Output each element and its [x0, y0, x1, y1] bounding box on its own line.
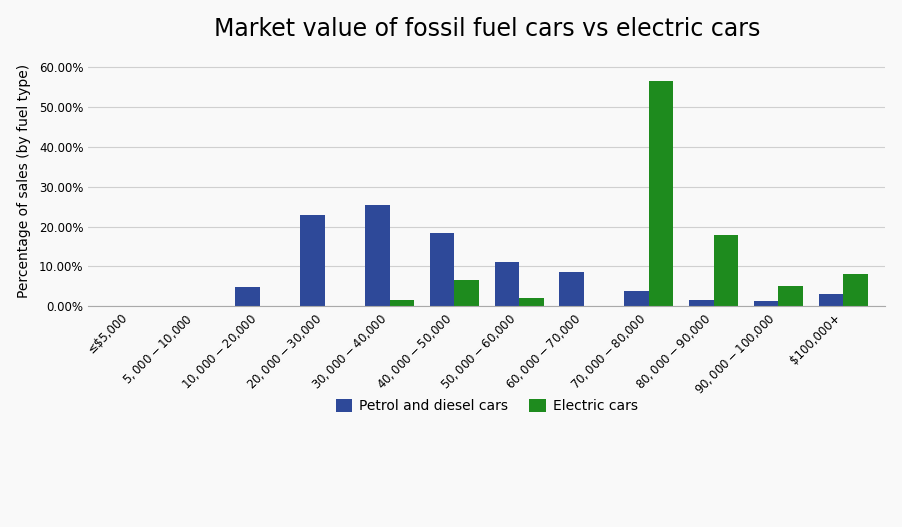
- Y-axis label: Percentage of sales (by fuel type): Percentage of sales (by fuel type): [16, 64, 31, 298]
- Bar: [713, 235, 738, 306]
- Bar: [235, 287, 260, 306]
- Bar: [365, 204, 390, 306]
- Bar: [430, 232, 455, 306]
- Bar: [300, 216, 325, 306]
- Bar: [559, 272, 584, 306]
- Bar: [520, 298, 544, 306]
- Bar: [649, 81, 674, 306]
- Bar: [819, 294, 843, 306]
- Bar: [455, 280, 479, 306]
- Bar: [689, 300, 713, 306]
- Bar: [754, 301, 778, 306]
- Bar: [390, 300, 414, 306]
- Legend: Petrol and diesel cars, Electric cars: Petrol and diesel cars, Electric cars: [330, 394, 643, 418]
- Bar: [778, 286, 803, 306]
- Bar: [624, 291, 649, 306]
- Bar: [843, 274, 868, 306]
- Title: Market value of fossil fuel cars vs electric cars: Market value of fossil fuel cars vs elec…: [214, 17, 760, 41]
- Bar: [494, 262, 520, 306]
